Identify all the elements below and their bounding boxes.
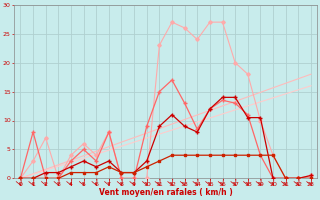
X-axis label: Vent moyen/en rafales ( km/h ): Vent moyen/en rafales ( km/h ) — [99, 188, 233, 197]
